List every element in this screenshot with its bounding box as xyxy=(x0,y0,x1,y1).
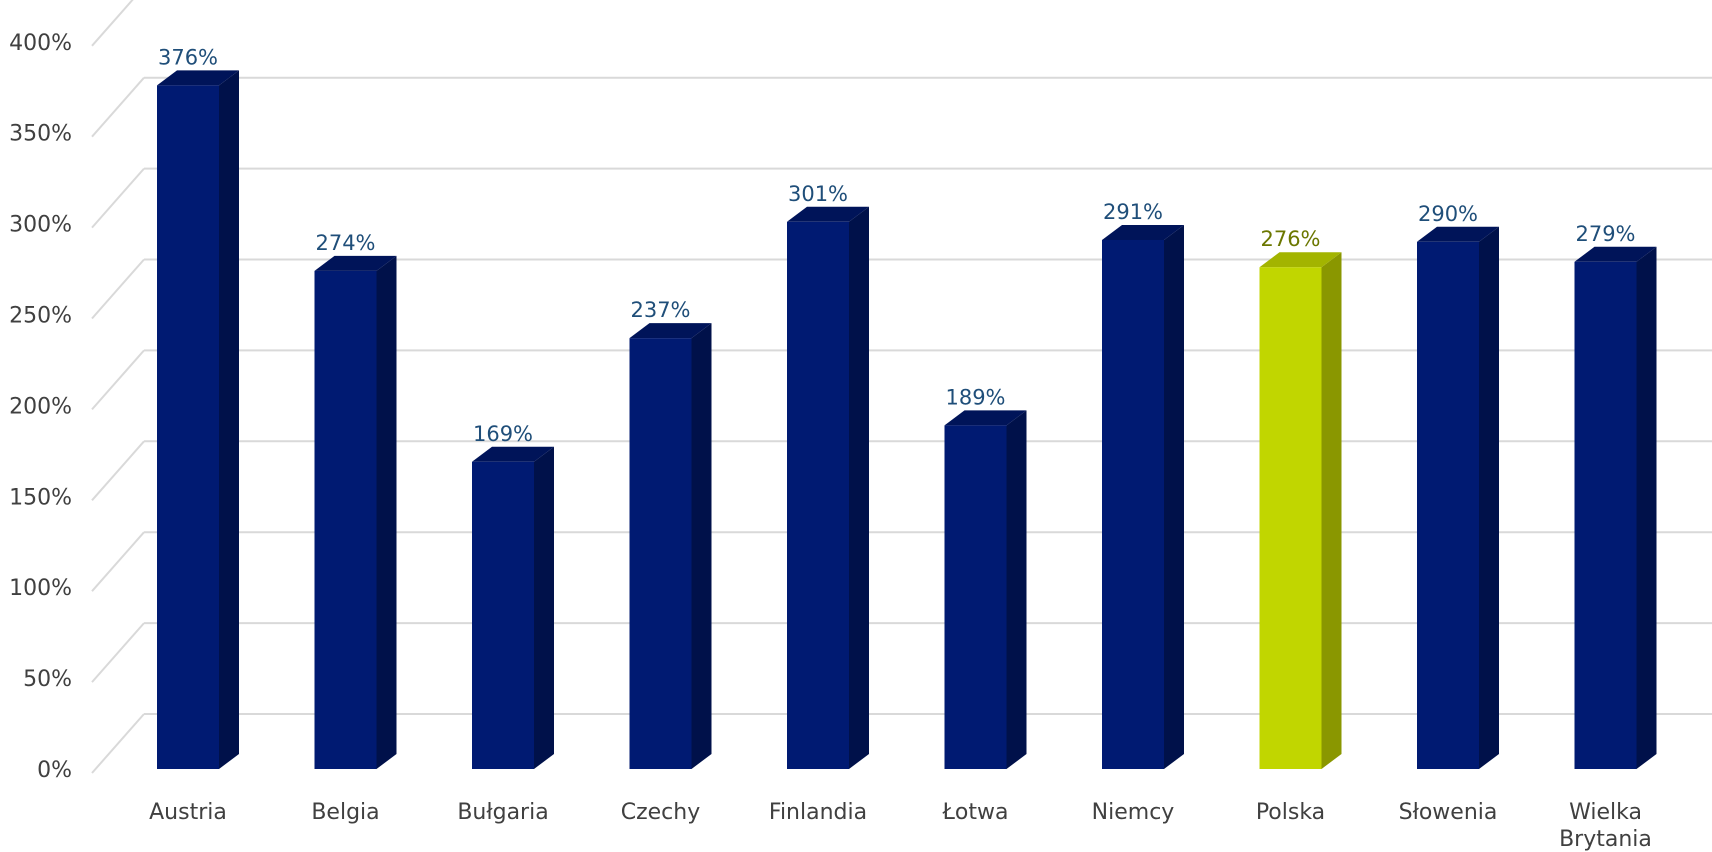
data-label: 274% xyxy=(315,231,375,255)
bar-bułgaria xyxy=(472,446,554,769)
y-tick-label: 400% xyxy=(9,31,72,56)
bar-side xyxy=(691,323,712,769)
bar-side xyxy=(376,255,397,770)
bar-belgia xyxy=(314,255,397,770)
bar-austria xyxy=(157,70,239,769)
bar-top xyxy=(1102,224,1184,240)
bar-front xyxy=(787,221,849,770)
bars xyxy=(157,70,1657,770)
data-label: 169% xyxy=(473,422,533,446)
bar-side xyxy=(1636,246,1657,769)
y-tick-label: 250% xyxy=(9,304,72,329)
category-label: Finlandia xyxy=(769,800,867,825)
data-label: 237% xyxy=(630,298,690,322)
y-tick-label: 100% xyxy=(9,576,72,601)
bar-front xyxy=(629,338,692,769)
bar-front xyxy=(157,85,219,769)
gridline-diagonal xyxy=(91,349,145,411)
bar-front xyxy=(944,425,1007,769)
data-label: 279% xyxy=(1575,222,1635,246)
gridline-diagonal xyxy=(91,0,134,47)
y-tick-label: 300% xyxy=(9,213,72,238)
category-label: Austria xyxy=(149,800,227,825)
data-label: 301% xyxy=(788,182,848,206)
bar-side xyxy=(1006,410,1027,769)
bar-top xyxy=(629,323,712,339)
gridline-diagonal xyxy=(91,77,145,138)
data-label: 290% xyxy=(1418,202,1478,226)
bar-side xyxy=(1321,252,1342,769)
category-label: Wielka Brytania xyxy=(1559,800,1652,852)
gridline-diagonal xyxy=(91,713,145,774)
bar-side xyxy=(534,446,554,769)
bar-top xyxy=(787,206,869,222)
bar-top xyxy=(472,446,554,462)
gridline-diagonal xyxy=(91,167,145,229)
bar-front xyxy=(1102,239,1164,769)
bar-czechy xyxy=(629,323,712,769)
x-axis-categories: Austria Belgia Bułgaria Czechy Finlandia Łotw… xyxy=(149,800,1652,852)
bar-wielka-brytania xyxy=(1574,246,1657,769)
bar-side xyxy=(849,206,869,770)
bar-słowenia xyxy=(1417,226,1499,769)
bar-side xyxy=(1164,224,1184,769)
gridline-diagonal xyxy=(91,622,145,683)
bar-niemcy xyxy=(1102,224,1184,769)
category-label: Polska xyxy=(1256,800,1325,825)
category-label: Niemcy xyxy=(1092,800,1175,825)
y-tick-label: 150% xyxy=(9,485,72,510)
y-tick-label: 200% xyxy=(9,394,72,419)
gridline-diagonal xyxy=(91,258,145,320)
bar-top xyxy=(1574,246,1657,262)
bar-polska xyxy=(1259,252,1342,769)
bar-top xyxy=(944,410,1027,426)
bar-top xyxy=(1417,226,1499,242)
category-label: Czechy xyxy=(621,800,701,825)
bar-top xyxy=(1259,252,1342,268)
data-label: 189% xyxy=(945,385,1005,409)
bar-front xyxy=(1417,241,1479,769)
y-tick-label: 350% xyxy=(9,122,72,147)
category-label: Belgia xyxy=(311,800,379,825)
gridlines xyxy=(91,0,1712,774)
bar-front xyxy=(1574,261,1637,769)
data-label: 276% xyxy=(1260,227,1320,251)
bar-top xyxy=(157,70,239,86)
category-label: Słowenia xyxy=(1399,800,1498,825)
bar-front xyxy=(314,270,377,769)
data-label: 376% xyxy=(158,45,218,69)
bar-top xyxy=(314,255,397,271)
y-tick-label: 50% xyxy=(23,667,72,692)
data-label: 291% xyxy=(1103,200,1163,224)
bar-front xyxy=(472,461,534,769)
gridline-diagonal xyxy=(91,531,145,592)
bar-finlandia xyxy=(787,206,869,770)
data-labels: 376% 274% 169% 237% 301% 189% 291% 276% 290% 279% xyxy=(158,45,1636,445)
bar-side xyxy=(219,70,239,769)
category-label: Łotwa xyxy=(942,800,1009,825)
bar-side xyxy=(1479,226,1499,769)
bar-łotwa xyxy=(944,410,1027,769)
bar-front xyxy=(1259,267,1322,769)
y-tick-label: 0% xyxy=(37,758,72,783)
category-label: Bułgaria xyxy=(457,800,548,825)
y-axis-ticks: 0% 50% 100% 150% 200% 250% 300% 350% 400% xyxy=(9,31,72,783)
gridline-diagonal xyxy=(91,440,145,501)
